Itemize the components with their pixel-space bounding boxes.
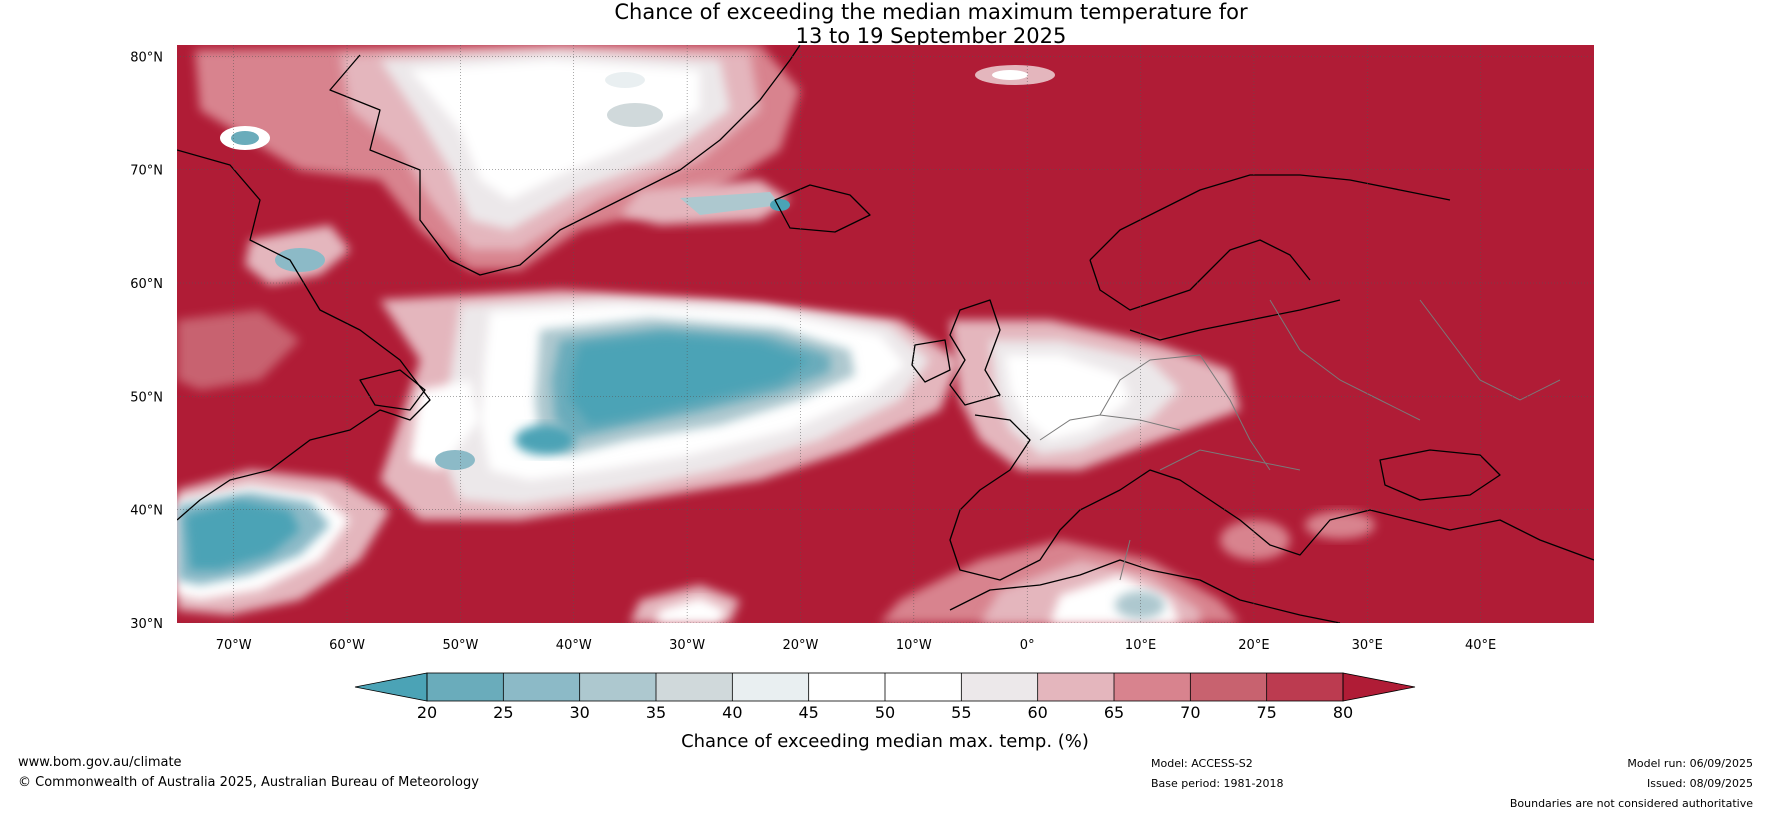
newfoundland-coast bbox=[359, 369, 426, 411]
model-run-text: Model run: 06/09/2025 bbox=[1627, 757, 1753, 770]
longitude-tick-label: 40°W bbox=[556, 638, 592, 653]
colorbar-segment bbox=[961, 673, 1039, 701]
longitude-tick-label: 20°E bbox=[1238, 638, 1269, 653]
graticule bbox=[177, 45, 1594, 623]
map-title: Chance of exceeding the median maximum t… bbox=[0, 0, 1770, 48]
latitude-tick-label: 50°N bbox=[130, 390, 163, 405]
colorbar-over-triangle bbox=[1342, 672, 1416, 702]
baltic-coast bbox=[1129, 299, 1341, 341]
longitude-tick-label: 10°W bbox=[896, 638, 932, 653]
longitude-tick-label: 50°W bbox=[442, 638, 478, 653]
north-africa-region bbox=[630, 540, 1240, 623]
colorbar-segment bbox=[503, 673, 581, 701]
coastlines bbox=[177, 45, 1594, 623]
colorbar-segment bbox=[656, 673, 733, 701]
colorbar-tick-label: 75 bbox=[1256, 703, 1276, 722]
longitude-tick-label: 0° bbox=[1020, 638, 1035, 653]
colorbar-tick-label: 70 bbox=[1180, 703, 1200, 722]
iceland-coast bbox=[774, 184, 871, 233]
europe-south-coast bbox=[949, 414, 1594, 581]
atlantic-cold-region bbox=[380, 290, 960, 520]
colorbar-segment bbox=[579, 673, 657, 701]
map-title-line2: 13 to 19 September 2025 bbox=[795, 24, 1067, 48]
colorbar-tick-label: 65 bbox=[1104, 703, 1124, 722]
longitude-tick-labels: 70°W 60°W 50°W 40°W 30°W 20°W 10°W 0° 10°E 20°E 30… bbox=[216, 638, 1497, 653]
copyright-text: © Commonwealth of Australia 2025, Austra… bbox=[18, 775, 479, 790]
norway-north-coast bbox=[1089, 174, 1451, 261]
north-america-coast bbox=[177, 149, 431, 521]
colorbar-tick-label: 45 bbox=[798, 703, 818, 722]
issued-text: Issued: 08/09/2025 bbox=[1646, 777, 1753, 790]
colorbar-tick-label: 80 bbox=[1333, 703, 1353, 722]
longitude-tick-label: 60°W bbox=[329, 638, 365, 653]
website-text: www.bom.gov.au/climate bbox=[18, 755, 182, 770]
latitude-tick-labels: 80°N 70°N 60°N 50°N 40°N 30°N bbox=[130, 50, 163, 632]
scandinavia-coast bbox=[1089, 239, 1311, 311]
latitude-tick-label: 30°N bbox=[130, 617, 163, 632]
colorbar-segment bbox=[885, 673, 962, 701]
ireland-coast bbox=[911, 339, 951, 383]
colorbar-tick-label: 25 bbox=[493, 703, 513, 722]
latitude-tick-label: 40°N bbox=[130, 504, 163, 519]
longitude-tick-label: 70°W bbox=[216, 638, 252, 653]
latitude-tick-label: 80°N bbox=[130, 50, 163, 65]
longitude-tick-label: 10°E bbox=[1125, 638, 1156, 653]
colorbar-segment bbox=[1190, 673, 1268, 701]
colorbar-tick-label: 50 bbox=[875, 703, 895, 722]
latitude-tick-label: 70°N bbox=[130, 164, 163, 179]
colorbar-label: Chance of exceeding median max. temp. (%… bbox=[681, 731, 1089, 752]
colorbar-segment bbox=[1266, 673, 1344, 701]
colorbar-tick-label: 40 bbox=[722, 703, 742, 722]
great-britain-coast bbox=[949, 299, 1001, 406]
colorbar-tick-label: 55 bbox=[951, 703, 971, 722]
colorbar-tick-label: 30 bbox=[569, 703, 589, 722]
disclaimer-text: Boundaries are not considered authoritat… bbox=[1509, 797, 1753, 810]
greenland-coast bbox=[329, 45, 801, 276]
model-text: Model: ACCESS-S2 bbox=[1151, 757, 1253, 770]
map-title-line1: Chance of exceeding the median maximum t… bbox=[614, 0, 1248, 24]
colorbar-under-triangle bbox=[354, 672, 428, 702]
probability-fields bbox=[177, 45, 1594, 623]
colorbar-segment bbox=[427, 673, 504, 701]
colorbar-tick-label: 35 bbox=[646, 703, 666, 722]
longitude-tick-label: 30°E bbox=[1352, 638, 1383, 653]
colorbar-segment bbox=[1114, 673, 1191, 701]
colorbar-segment bbox=[808, 673, 886, 701]
us-coast-region bbox=[177, 310, 390, 615]
colorbar: 20 25 30 35 40 45 50 55 60 65 70 75 80 bbox=[354, 672, 1416, 722]
latitude-tick-label: 60°N bbox=[130, 277, 163, 292]
country-borders bbox=[1039, 299, 1561, 581]
colorbar-tick-label: 60 bbox=[1027, 703, 1047, 722]
colorbar-tick-label: 20 bbox=[417, 703, 437, 722]
africa-north-coast bbox=[949, 559, 1341, 623]
longitude-tick-label: 40°E bbox=[1465, 638, 1496, 653]
greenland-anomaly-region bbox=[195, 45, 1055, 285]
longitude-tick-label: 20°W bbox=[783, 638, 819, 653]
europe-region bbox=[950, 320, 1375, 560]
base-period-text: Base period: 1981-2018 bbox=[1151, 777, 1284, 790]
colorbar-segment bbox=[732, 673, 810, 701]
longitude-tick-label: 30°W bbox=[669, 638, 705, 653]
colorbar-segment bbox=[1037, 673, 1115, 701]
black-sea-coast bbox=[1379, 449, 1501, 501]
